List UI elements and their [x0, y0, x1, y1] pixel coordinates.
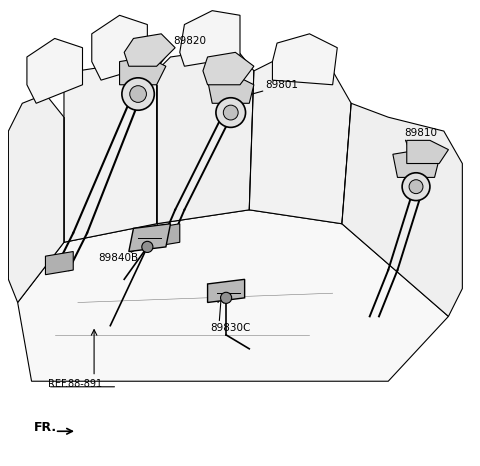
Polygon shape [129, 224, 170, 252]
Polygon shape [342, 103, 462, 316]
Polygon shape [64, 62, 156, 242]
Polygon shape [273, 34, 337, 85]
Polygon shape [27, 39, 83, 103]
Circle shape [142, 241, 153, 253]
Polygon shape [180, 11, 240, 66]
Polygon shape [120, 57, 166, 85]
Circle shape [216, 98, 246, 127]
Polygon shape [152, 224, 180, 247]
Polygon shape [8, 94, 64, 302]
Polygon shape [407, 140, 448, 164]
Text: REF.88-891: REF.88-891 [48, 378, 102, 389]
Text: 89830C: 89830C [210, 323, 250, 333]
Circle shape [402, 173, 430, 200]
Circle shape [130, 86, 146, 103]
Polygon shape [207, 75, 254, 103]
Text: 89810: 89810 [405, 129, 437, 138]
Circle shape [220, 292, 232, 303]
Polygon shape [124, 34, 175, 66]
Polygon shape [156, 48, 254, 224]
Polygon shape [207, 279, 245, 302]
Polygon shape [18, 210, 448, 381]
Polygon shape [393, 150, 439, 178]
Circle shape [223, 105, 238, 120]
Polygon shape [203, 52, 254, 85]
Circle shape [122, 78, 154, 110]
Circle shape [409, 180, 423, 194]
Text: FR.: FR. [34, 421, 57, 434]
Polygon shape [46, 252, 73, 274]
Polygon shape [249, 62, 351, 224]
Text: 89820: 89820 [173, 36, 206, 46]
Text: 89801: 89801 [265, 80, 299, 90]
Text: 89840B: 89840B [99, 254, 139, 263]
Polygon shape [92, 15, 147, 80]
